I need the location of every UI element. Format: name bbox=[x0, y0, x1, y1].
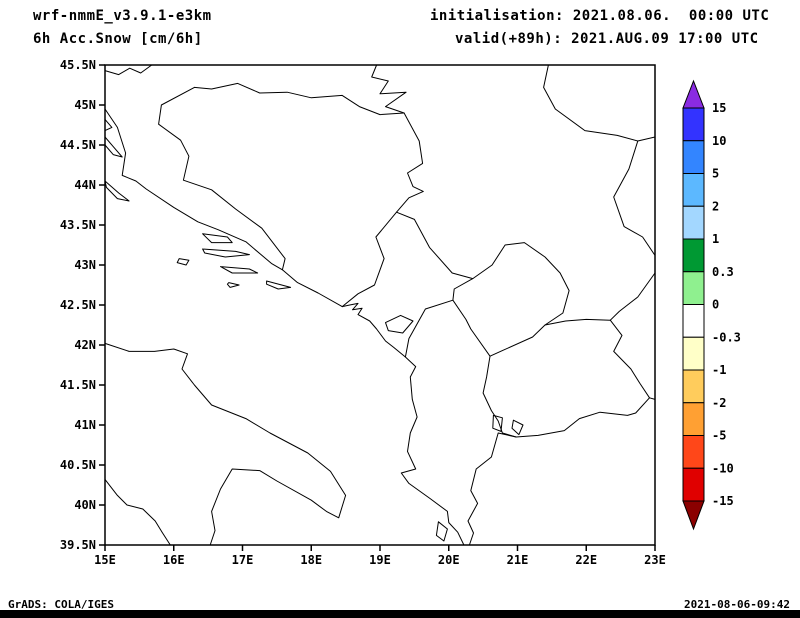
y-tick-label: 42.5N bbox=[59, 298, 96, 312]
window-bottom-bar bbox=[0, 610, 800, 618]
albania-coastline bbox=[400, 356, 465, 546]
italy-tyrrhenian-coast bbox=[104, 478, 171, 546]
serbia-bulgaria-border bbox=[613, 140, 656, 256]
croatia-coastline bbox=[104, 108, 343, 308]
colorbar-segment bbox=[682, 140, 705, 174]
colorbar-segment bbox=[682, 435, 705, 469]
colorbar-arrow-below-min bbox=[682, 500, 705, 531]
y-tick-label: 43.5N bbox=[59, 218, 96, 232]
colorbar-segment bbox=[682, 467, 705, 502]
bih-north-border bbox=[193, 82, 405, 116]
albania-greece-border bbox=[467, 432, 517, 546]
serbia-bulgaria-border-south bbox=[609, 272, 656, 321]
bih-montenegro-border bbox=[341, 211, 397, 308]
x-tick-label: 19E bbox=[369, 553, 391, 567]
map-canvas bbox=[99, 64, 656, 551]
serbia-macedonia-border bbox=[544, 318, 611, 326]
island-dugi-otok bbox=[104, 180, 130, 202]
colorbar-label: 15 bbox=[712, 101, 726, 115]
colorbar-label: -0.3 bbox=[712, 330, 741, 344]
colorbar-segment bbox=[682, 369, 705, 404]
island-vis bbox=[176, 258, 190, 266]
axis-ticks bbox=[99, 64, 656, 551]
x-tick-label: 23E bbox=[644, 553, 666, 567]
y-tick-label: 40N bbox=[74, 498, 96, 512]
serbia-romania-border bbox=[543, 64, 656, 142]
x-tick-label: 16E bbox=[162, 553, 185, 567]
model-title: wrf-nmmE_v3.9.1-e3km bbox=[33, 8, 212, 24]
lake-prespa bbox=[511, 419, 524, 436]
lake-scutari bbox=[385, 314, 414, 334]
y-tick-label: 39.5N bbox=[59, 538, 96, 552]
x-tick-label: 18E bbox=[300, 553, 323, 567]
y-tick-label: 41N bbox=[74, 418, 96, 432]
colorbar-segment bbox=[682, 173, 705, 207]
colorbar-segment bbox=[682, 336, 705, 371]
geography-outlines bbox=[104, 64, 656, 546]
x-tick-label: 15E bbox=[94, 553, 116, 567]
colorbar-label: 5 bbox=[712, 167, 719, 181]
colorbar-label: -5 bbox=[712, 429, 726, 443]
map-frame bbox=[104, 64, 656, 546]
y-tick-label: 40.5N bbox=[59, 458, 96, 472]
colorbar-label: 0 bbox=[712, 298, 719, 312]
montenegro-coastline-kotor-bay bbox=[341, 302, 406, 358]
y-tick-label: 42N bbox=[74, 338, 96, 352]
x-tick-label: 21E bbox=[506, 553, 529, 567]
field-title: 6h Acc.Snow [cm/6h] bbox=[33, 31, 203, 47]
serbia-bih-drina-border bbox=[396, 112, 474, 280]
colorbar-segment bbox=[682, 304, 705, 338]
croatia-bih-border bbox=[158, 86, 286, 271]
y-tick-label: 44.5N bbox=[59, 138, 96, 152]
slovenia-croatia-border bbox=[104, 64, 153, 76]
colorbar-segment bbox=[682, 402, 705, 436]
italy-adriatic-coast bbox=[104, 342, 347, 546]
island-rab bbox=[104, 118, 113, 132]
macedonia-greece-border bbox=[515, 397, 656, 438]
island-hvar bbox=[202, 248, 250, 258]
creation-timestamp: 2021-08-06-09:42 bbox=[684, 598, 790, 611]
y-tick-label: 45N bbox=[74, 98, 96, 112]
colorbar-segment bbox=[682, 205, 705, 240]
x-tick-label: 17E bbox=[231, 553, 254, 567]
macedonia-bulgaria-border bbox=[609, 319, 650, 399]
island-pag bbox=[104, 136, 123, 158]
colorbar-segment bbox=[682, 271, 705, 305]
colorbar-label: -2 bbox=[712, 396, 726, 410]
island-brac bbox=[202, 233, 233, 244]
colorbar-label: 1 bbox=[712, 232, 719, 246]
colorbar-segment bbox=[682, 107, 705, 142]
y-tick-label: 44N bbox=[74, 178, 96, 192]
colorbar: 15 10 5 2 1 0.3 0 -0.3 -1 -2 -5 -10 -15 bbox=[682, 79, 741, 531]
y-tick-label: 45.5N bbox=[59, 58, 96, 72]
kosovo-border bbox=[452, 242, 570, 357]
croatia-serbia-border bbox=[371, 64, 407, 114]
x-tick-label: 22E bbox=[575, 553, 598, 567]
island-lastovo bbox=[226, 282, 240, 288]
map-plot-area bbox=[99, 64, 656, 551]
colorbar-segment bbox=[682, 238, 705, 273]
colorbar-label: -10 bbox=[712, 461, 734, 475]
grads-credit: GrADS: COLA/IGES bbox=[8, 598, 114, 611]
island-korcula bbox=[220, 266, 259, 274]
y-tick-label: 43N bbox=[74, 258, 96, 272]
colorbar-label: 10 bbox=[712, 134, 726, 148]
valid-time: valid(+89h): 2021.AUG.09 17:00 UTC bbox=[455, 31, 759, 47]
y-tick-label: 41.5N bbox=[59, 378, 96, 392]
montenegro-albania-border bbox=[404, 299, 454, 358]
island-corfu bbox=[435, 521, 448, 542]
colorbar-label: 0.3 bbox=[712, 265, 734, 279]
colorbar-label: -15 bbox=[712, 494, 734, 508]
lake-ohrid bbox=[492, 414, 503, 432]
albania-macedonia-border bbox=[482, 355, 517, 438]
colorbar-arrow-above-max bbox=[682, 79, 705, 109]
colorbar-label: 2 bbox=[712, 199, 719, 213]
initialisation-time: initialisation: 2021.08.06. 00:00 UTC bbox=[430, 8, 770, 24]
x-tick-label: 20E bbox=[437, 553, 460, 567]
colorbar-label: -1 bbox=[712, 363, 726, 377]
island-mljet bbox=[266, 280, 292, 290]
